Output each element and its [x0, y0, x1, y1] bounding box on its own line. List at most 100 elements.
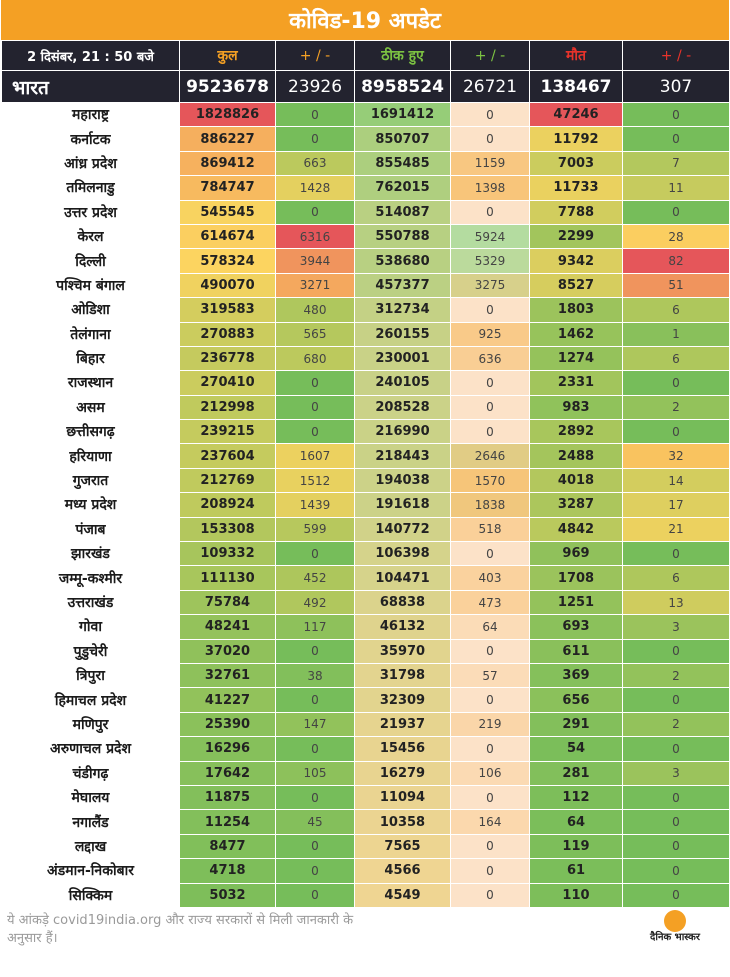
cases-cell: 32761 [179, 662, 276, 689]
recovered-cell: 218443 [354, 443, 451, 469]
table-row: ओडिशा 319583 480 312734 0 1803 6 [1, 297, 730, 323]
cases-change-cell: 680 [275, 345, 355, 372]
india-total-row: भारत 9523678 23926 8958524 26721 138467 … [1, 70, 730, 103]
deaths-change-cell: 0 [622, 687, 730, 713]
cases-cell: 236778 [179, 345, 276, 372]
col-recovered-change: + / - [450, 40, 530, 71]
deaths-cell: 1803 [529, 297, 623, 323]
recovered-change-cell: 2646 [450, 443, 530, 469]
recovered-change-cell: 636 [450, 345, 530, 372]
cases-change-cell: 3271 [275, 272, 355, 299]
cases-cell: 212769 [179, 467, 276, 494]
cases-change-cell: 0 [275, 199, 355, 225]
recovered-cell: 191618 [354, 492, 451, 518]
recovered-cell: 7565 [354, 833, 451, 860]
deaths-cell: 1708 [529, 565, 623, 591]
recovered-change-cell: 5329 [450, 248, 530, 274]
footer: ये आंकड़े covid19india.org और राज्य सरका… [1, 908, 729, 966]
col-recovered: ठीक हुए [354, 40, 451, 71]
cases-cell: 5032 [179, 882, 276, 908]
deaths-change-cell: 2 [622, 662, 730, 689]
cases-cell: 784747 [179, 175, 276, 201]
cases-change-cell: 0 [275, 736, 355, 762]
cases-change-cell: 0 [275, 784, 355, 811]
cases-cell: 614674 [179, 223, 276, 250]
cases-change-cell: 565 [275, 321, 355, 347]
recovered-cell: 312734 [354, 297, 451, 323]
recovered-change-cell: 0 [450, 882, 530, 908]
deaths-change-cell: 2 [622, 394, 730, 421]
recovered-cell: 216990 [354, 419, 451, 445]
header-row: 2 दिसंबर, 21 : 50 बजे कुल + / - ठीक हुए … [1, 40, 730, 71]
deaths-cell: 969 [529, 541, 623, 567]
recovered-cell: 11094 [354, 784, 451, 811]
cases-change-cell: 3944 [275, 248, 355, 274]
table-row: पुडुचेरी 37020 0 35970 0 611 0 [1, 638, 730, 664]
deaths-cell: 1251 [529, 589, 623, 616]
deaths-change-cell: 0 [622, 858, 730, 884]
table-row: केरल 614674 6316 550788 5924 2299 28 [1, 223, 730, 250]
cases-change-cell: 663 [275, 150, 355, 177]
recovered-cell: 855485 [354, 150, 451, 177]
total-recovered-change: 26721 [450, 70, 530, 103]
recovered-change-cell: 0 [450, 687, 530, 713]
deaths-cell: 2892 [529, 419, 623, 445]
state-name: अंडमान-निकोबार [1, 858, 180, 884]
table-row: पंजाब 153308 599 140772 518 4842 21 [1, 516, 730, 543]
table-row: लद्दाख 8477 0 7565 0 119 0 [1, 833, 730, 860]
deaths-change-cell: 0 [622, 199, 730, 225]
table-row: कर्नाटक 886227 0 850707 0 11792 0 [1, 126, 730, 152]
state-name: झारखंड [1, 541, 180, 567]
deaths-change-cell: 6 [622, 345, 730, 372]
deaths-cell: 1274 [529, 345, 623, 372]
deaths-change-cell: 14 [622, 467, 730, 494]
recovered-change-cell: 403 [450, 565, 530, 591]
cases-change-cell: 1439 [275, 492, 355, 518]
recovered-cell: 457377 [354, 272, 451, 299]
cases-change-cell: 0 [275, 638, 355, 664]
state-name: तमिलनाडु [1, 175, 180, 201]
recovered-cell: 1691412 [354, 101, 451, 128]
table-row: चंडीगढ़ 17642 105 16279 106 281 3 [1, 760, 730, 786]
deaths-change-cell: 11 [622, 175, 730, 201]
total-deaths: 138467 [529, 70, 623, 103]
deaths-cell: 656 [529, 687, 623, 713]
recovered-cell: 16279 [354, 760, 451, 786]
deaths-change-cell: 32 [622, 443, 730, 469]
cases-cell: 886227 [179, 126, 276, 152]
state-name: दिल्ली [1, 248, 180, 274]
recovered-change-cell: 219 [450, 711, 530, 738]
state-name: हिमाचल प्रदेश [1, 687, 180, 713]
deaths-cell: 112 [529, 784, 623, 811]
deaths-cell: 54 [529, 736, 623, 762]
date-label: 2 दिसंबर, 21 : 50 बजे [1, 40, 180, 71]
recovered-change-cell: 1398 [450, 175, 530, 201]
recovered-cell: 21937 [354, 711, 451, 738]
deaths-cell: 7003 [529, 150, 623, 177]
recovered-cell: 538680 [354, 248, 451, 274]
col-deaths-change: + / - [622, 40, 730, 71]
deaths-cell: 110 [529, 882, 623, 908]
state-name: असम [1, 394, 180, 421]
country-name: भारत [1, 70, 180, 103]
table-row: त्रिपुरा 32761 38 31798 57 369 2 [1, 662, 730, 689]
deaths-change-cell: 7 [622, 150, 730, 177]
logo-text: दैनिक भास्कर [650, 931, 700, 943]
table-row: दिल्ली 578324 3944 538680 5329 9342 82 [1, 248, 730, 274]
recovered-change-cell: 1159 [450, 150, 530, 177]
deaths-change-cell: 6 [622, 297, 730, 323]
cases-change-cell: 0 [275, 394, 355, 421]
deaths-change-cell: 0 [622, 833, 730, 860]
deaths-change-cell: 0 [622, 541, 730, 567]
recovered-cell: 762015 [354, 175, 451, 201]
cases-change-cell: 0 [275, 687, 355, 713]
state-name: सिक्किम [1, 882, 180, 908]
recovered-cell: 4549 [354, 882, 451, 908]
cases-change-cell: 6316 [275, 223, 355, 250]
cases-change-cell: 0 [275, 126, 355, 152]
cases-cell: 212998 [179, 394, 276, 421]
table-row: तमिलनाडु 784747 1428 762015 1398 11733 11 [1, 175, 730, 201]
table-row: तेलंगाना 270883 565 260155 925 1462 1 [1, 321, 730, 347]
recovered-change-cell: 0 [450, 394, 530, 421]
cases-change-cell: 1607 [275, 443, 355, 469]
